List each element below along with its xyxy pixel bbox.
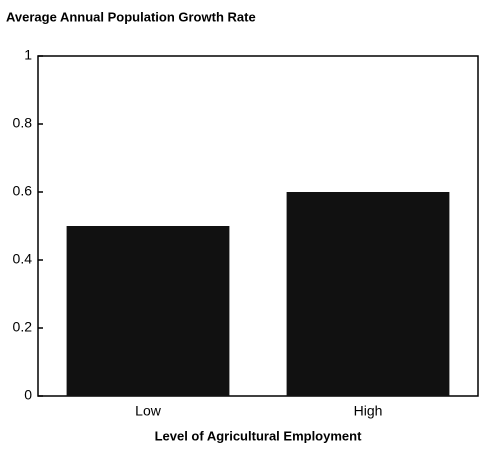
y-tick-label: 0.4: [13, 251, 33, 267]
bar: [66, 226, 230, 396]
bar: [286, 192, 450, 396]
x-axis-label: Level of Agricultural Employment: [155, 428, 363, 443]
x-tick-label: High: [354, 403, 383, 419]
y-tick-label: 0.6: [13, 183, 33, 199]
chart-title: Average Annual Population Growth Rate: [6, 9, 256, 24]
y-tick-label: 0.2: [13, 319, 33, 335]
y-tick-label: 0: [24, 387, 32, 403]
y-tick-label: 1: [24, 47, 32, 63]
x-tick-label: Low: [135, 403, 162, 419]
y-tick-label: 0.8: [13, 115, 33, 131]
plot-frame: [37, 55, 479, 397]
